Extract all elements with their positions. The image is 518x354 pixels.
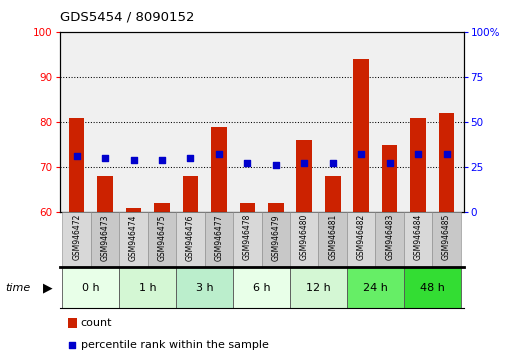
Point [328, 160, 337, 166]
Point [357, 151, 365, 156]
Point [271, 162, 280, 168]
Bar [205, 212, 233, 267]
Bar [68, 318, 77, 328]
Text: GSM946479: GSM946479 [271, 214, 280, 261]
Point [101, 155, 109, 161]
Text: percentile rank within the sample: percentile rank within the sample [81, 339, 268, 350]
Bar [376, 212, 404, 267]
Bar [148, 212, 176, 267]
Bar [404, 212, 433, 267]
Text: ▶: ▶ [42, 281, 52, 294]
Bar [319, 212, 347, 267]
Text: time: time [5, 282, 31, 293]
Bar [382, 145, 397, 212]
Bar [439, 113, 454, 212]
Bar [91, 212, 119, 267]
Point [243, 160, 252, 166]
Bar [119, 267, 176, 308]
Bar [119, 212, 148, 267]
Bar [433, 212, 461, 267]
Text: 1 h: 1 h [139, 282, 156, 293]
Text: 0 h: 0 h [82, 282, 99, 293]
Bar [183, 176, 198, 212]
Text: GSM946475: GSM946475 [157, 214, 166, 261]
Text: GSM946473: GSM946473 [100, 214, 110, 261]
Text: GSM946472: GSM946472 [72, 214, 81, 261]
Bar [62, 212, 91, 267]
Bar [239, 203, 255, 212]
Bar [404, 267, 461, 308]
Bar [233, 212, 262, 267]
Text: 6 h: 6 h [253, 282, 270, 293]
Text: GSM946482: GSM946482 [357, 214, 366, 260]
Bar [176, 212, 205, 267]
Point [385, 160, 394, 166]
Bar [410, 118, 426, 212]
Text: GSM946484: GSM946484 [413, 214, 423, 261]
Bar [262, 212, 290, 267]
Bar [154, 203, 170, 212]
Point [414, 151, 422, 156]
Text: GSM946476: GSM946476 [186, 214, 195, 261]
Bar [97, 176, 113, 212]
Text: GSM946477: GSM946477 [214, 214, 223, 261]
Text: 24 h: 24 h [363, 282, 388, 293]
Text: GSM946480: GSM946480 [300, 214, 309, 261]
Bar [353, 59, 369, 212]
Point [186, 155, 195, 161]
Text: GSM946474: GSM946474 [129, 214, 138, 261]
Bar [290, 267, 347, 308]
Bar [296, 140, 312, 212]
Point [68, 342, 76, 348]
Point [215, 151, 223, 156]
Bar [268, 203, 284, 212]
Bar [69, 118, 84, 212]
Bar [347, 212, 376, 267]
Bar [233, 267, 290, 308]
Point [73, 153, 81, 159]
Text: GSM946481: GSM946481 [328, 214, 337, 260]
Text: GSM946478: GSM946478 [243, 214, 252, 261]
Bar [126, 208, 141, 212]
Text: GSM946485: GSM946485 [442, 214, 451, 261]
Text: GDS5454 / 8090152: GDS5454 / 8090152 [60, 11, 194, 24]
Point [442, 151, 451, 156]
Point [130, 158, 138, 163]
Bar [176, 267, 233, 308]
Bar [347, 267, 404, 308]
Bar [325, 176, 340, 212]
Bar [290, 212, 319, 267]
Bar [211, 127, 227, 212]
Text: count: count [81, 318, 112, 328]
Text: 48 h: 48 h [420, 282, 445, 293]
Point [300, 160, 308, 166]
Point [158, 158, 166, 163]
Text: 12 h: 12 h [306, 282, 331, 293]
Text: 3 h: 3 h [196, 282, 213, 293]
Bar [62, 267, 119, 308]
Text: GSM946483: GSM946483 [385, 214, 394, 261]
